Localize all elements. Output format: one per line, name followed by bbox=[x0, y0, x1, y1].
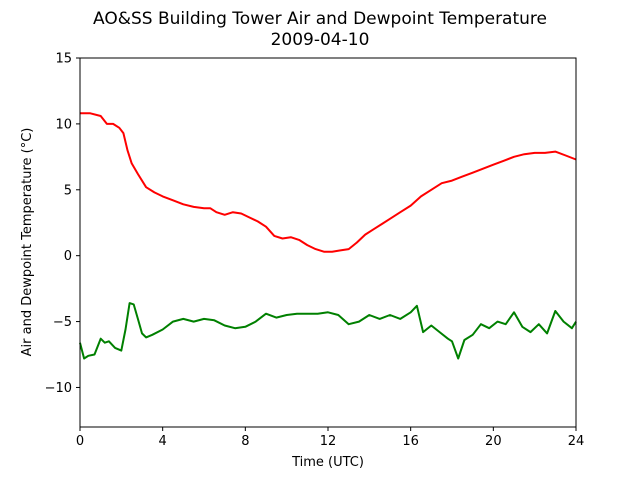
x-axis-ticks: 0 4 8 12 16 20 24 bbox=[76, 427, 584, 449]
x-tick-label: 0 bbox=[76, 434, 84, 449]
chart-subtitle: 2009-04-10 bbox=[271, 30, 370, 50]
x-tick-label: 4 bbox=[159, 434, 167, 449]
y-tick-label: −5 bbox=[53, 315, 72, 330]
chart-title: AO&SS Building Tower Air and Dewpoint Te… bbox=[93, 9, 547, 29]
x-tick-label: 24 bbox=[568, 434, 585, 449]
series-layer bbox=[79, 112, 577, 360]
y-tick-label: 10 bbox=[55, 117, 72, 132]
x-axis-label: Time (UTC) bbox=[291, 455, 364, 470]
y-tick-label: 15 bbox=[55, 52, 72, 67]
x-tick-label: 8 bbox=[241, 434, 249, 449]
series-line-0 bbox=[80, 112, 577, 253]
x-tick-label: 16 bbox=[402, 434, 419, 449]
y-tick-label: −10 bbox=[45, 381, 72, 396]
plot-frame bbox=[79, 57, 577, 428]
x-tick-label: 12 bbox=[320, 434, 337, 449]
y-tick-label: 5 bbox=[64, 183, 72, 198]
y-axis-ticks: −10 −5 0 5 10 15 bbox=[45, 52, 80, 396]
y-axis-label: Air and Dewpoint Temperature (°C) bbox=[20, 128, 35, 357]
x-tick-label: 20 bbox=[485, 434, 502, 449]
plot-area: 0 4 8 12 16 20 24 −10 −5 0 5 10 15 bbox=[45, 52, 585, 450]
series-line-1 bbox=[79, 302, 577, 360]
y-tick-label: 0 bbox=[64, 249, 72, 264]
